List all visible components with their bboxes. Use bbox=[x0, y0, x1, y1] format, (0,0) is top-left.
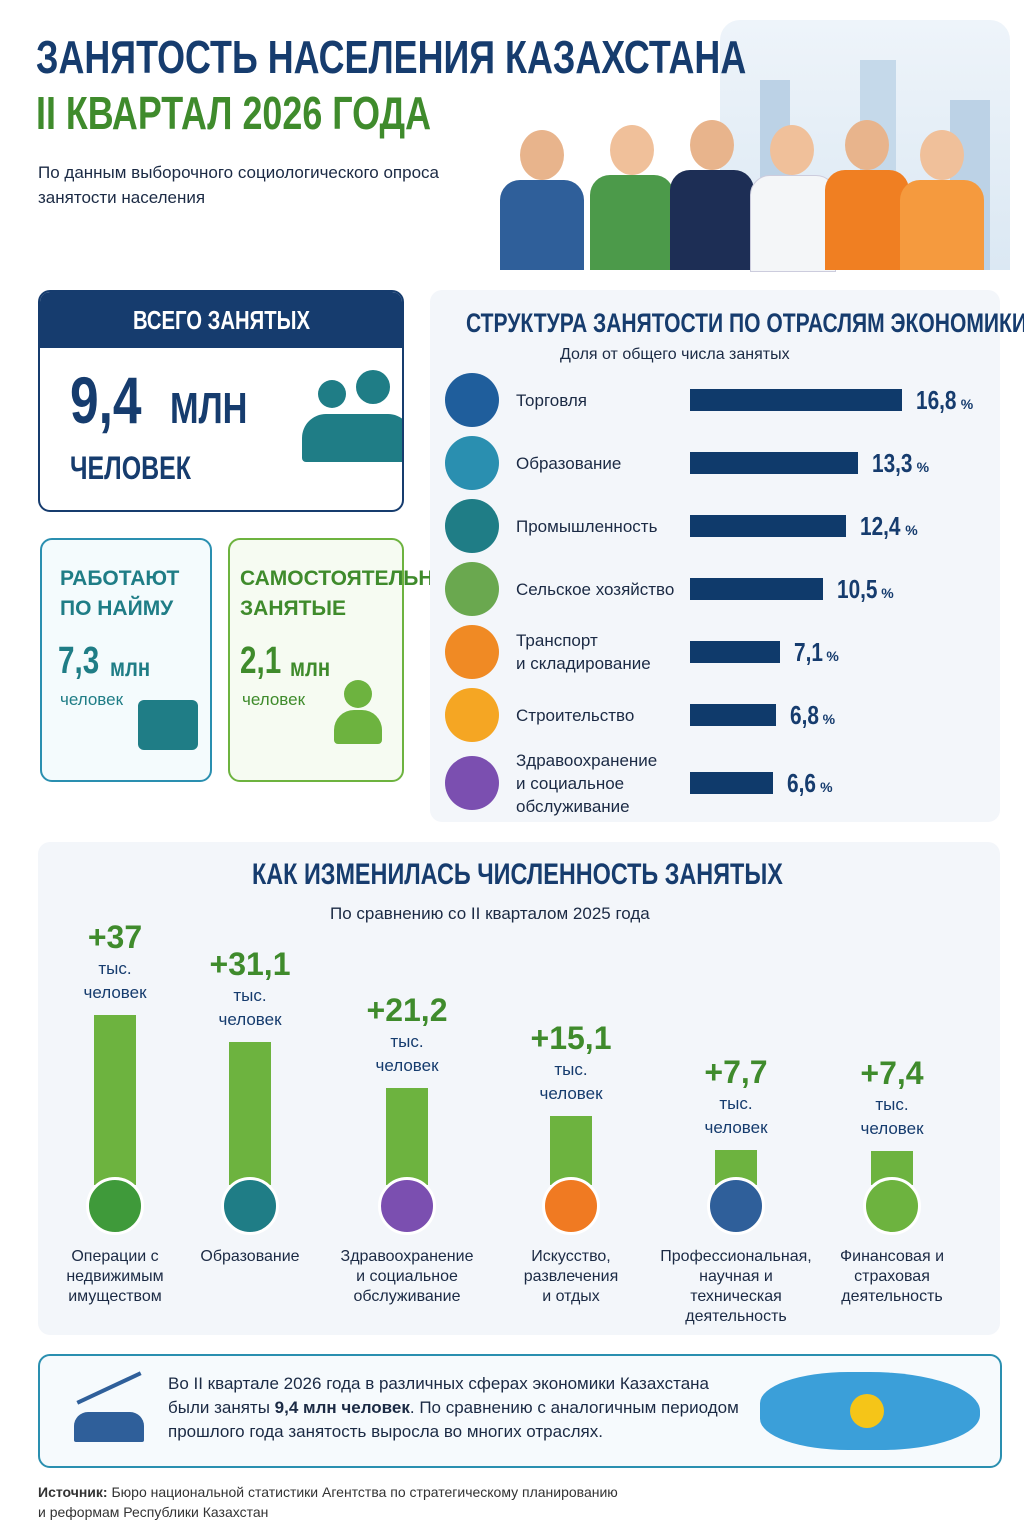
hired-unit: млн bbox=[110, 652, 151, 682]
value-label: 16,8 bbox=[916, 385, 957, 415]
category-label: Торговля bbox=[516, 390, 588, 410]
unit-label: тыс. человек bbox=[218, 986, 282, 1030]
value-label: 12,4 bbox=[860, 511, 901, 541]
summary-part: Во II квартале 2026 года в различных сфе… bbox=[168, 1374, 710, 1417]
card-heading: САМОСТОЯТЕЛЬНО ЗАНЯТЫЕ bbox=[240, 567, 450, 620]
structure-panel: СТРУКТУРА ЗАНЯТОСТИ ПО ОТРАСЛЯМ ЭКОНОМИК… bbox=[430, 290, 1024, 822]
unit-label: % bbox=[905, 522, 918, 538]
category-label: Здравоохранение и социальное обслуживани… bbox=[340, 1248, 474, 1305]
total-card: ВСЕГО ЗАНЯТЫХ 9,4 МЛН ЧЕЛОВЕК bbox=[38, 290, 404, 512]
category-icon bbox=[863, 1177, 921, 1235]
category-label: Сельское хозяйство bbox=[516, 579, 675, 599]
bar bbox=[229, 1042, 271, 1185]
value-label: +7,4 bbox=[860, 1055, 924, 1091]
summary-bold: 9,4 млн человек bbox=[274, 1398, 410, 1417]
value-label: +37 bbox=[87, 919, 143, 955]
bar bbox=[690, 389, 902, 411]
category-label: Образование bbox=[516, 453, 622, 473]
title: ЗАНЯТОСТЬ НАСЕЛЕНИЯ КАЗАХСТАНА bbox=[36, 31, 747, 83]
unit-label: % bbox=[881, 585, 894, 601]
category-icon bbox=[445, 499, 499, 553]
value-label: +15,1 bbox=[530, 1019, 612, 1056]
subtitle: По данным выборочного социологического о… bbox=[38, 163, 440, 207]
value-label: +21,2 bbox=[366, 991, 448, 1028]
unit-label: тыс. человек bbox=[860, 1095, 924, 1138]
self-unit: млн bbox=[290, 652, 331, 682]
category-icon bbox=[445, 373, 499, 427]
summary-box: Во II квартале 2026 года в различных сфе… bbox=[38, 1354, 1002, 1468]
category-icon bbox=[445, 436, 499, 490]
self-people: человек bbox=[242, 690, 306, 709]
category-label: Финансовая и страховая деятельность bbox=[839, 1248, 944, 1305]
people-illustration bbox=[480, 120, 1000, 272]
category-icon bbox=[445, 562, 499, 616]
category-icon bbox=[221, 1177, 279, 1235]
self-value: 2,1 bbox=[240, 640, 282, 682]
total-unit: МЛН bbox=[170, 384, 248, 433]
unit-label: тыс. человек bbox=[704, 1093, 768, 1137]
total-value: 9,4 bbox=[70, 363, 142, 437]
unit-label: % bbox=[822, 711, 836, 727]
unit-label: тыс. человек bbox=[375, 1031, 439, 1075]
category-icon bbox=[707, 1177, 765, 1235]
bar bbox=[690, 772, 774, 794]
hired-card: РАБОТАЮТ ПО НАЙМУ 7,3 млн человек bbox=[40, 538, 212, 782]
card-heading: ВСЕГО ЗАНЯТЫХ bbox=[132, 305, 310, 335]
unit-label: % bbox=[826, 648, 839, 664]
total-people: ЧЕЛОВЕК bbox=[70, 450, 192, 486]
category-label: Промышленность bbox=[516, 516, 658, 536]
title: II КВАРТАЛ 2026 ГОДА bbox=[36, 87, 432, 139]
value-label: 6,6 bbox=[787, 768, 817, 798]
unit-label: % bbox=[960, 396, 974, 412]
panel-title: СТРУКТУРА ЗАНЯТОСТИ ПО ОТРАСЛЯМ ЭКОНОМИК… bbox=[466, 308, 1024, 338]
bar bbox=[690, 641, 780, 663]
summary-part: . По сравнению с аналогичным периодом пр… bbox=[168, 1398, 739, 1441]
category-label: Образование bbox=[200, 1248, 300, 1265]
unit-label: % bbox=[916, 459, 930, 475]
category-label: Здравоохранение и социальное обслуживани… bbox=[516, 750, 658, 816]
category-icon bbox=[445, 688, 499, 742]
value-label: +7,7 bbox=[704, 1053, 768, 1090]
category-icon bbox=[445, 756, 499, 810]
category-label: Транспорт и складирование bbox=[516, 631, 651, 673]
category-icon bbox=[86, 1177, 144, 1235]
source-text: Бюро национальной статистики Агентства п… bbox=[38, 1484, 618, 1520]
category-icon bbox=[542, 1177, 600, 1235]
card-heading: РАБОТАЮТ ПО НАЙМУ bbox=[60, 567, 180, 620]
hired-value: 7,3 bbox=[58, 640, 100, 682]
bar bbox=[690, 578, 823, 600]
bar bbox=[690, 515, 847, 537]
value-label: 6,8 bbox=[789, 700, 819, 730]
value-label: +31,1 bbox=[209, 946, 291, 983]
self-card: САМОСТОЯТЕЛЬНО ЗАНЯТЫЕ 2,1 млн человек bbox=[228, 538, 450, 782]
bar bbox=[94, 1015, 136, 1185]
unit-label: тыс. человек bbox=[539, 1059, 603, 1103]
category-label: Искусство, развлечения и отдых bbox=[523, 1248, 619, 1305]
value-label: 10,5 bbox=[836, 574, 877, 604]
category-icon bbox=[445, 625, 499, 679]
source-label: Источник: bbox=[38, 1484, 108, 1500]
category-label: Строительство bbox=[516, 705, 635, 725]
source: Источник: Бюро национальной статистики А… bbox=[38, 1482, 618, 1522]
bar bbox=[690, 704, 776, 726]
hired-people: человек bbox=[60, 690, 124, 709]
bar bbox=[386, 1087, 428, 1185]
category-label: Операции с недвижимым имуществом bbox=[66, 1248, 164, 1305]
unit-label: тыс. человек bbox=[83, 959, 147, 1002]
unit-label: % bbox=[820, 779, 833, 795]
bar bbox=[550, 1115, 592, 1185]
panel-subtitle: Доля от общего числа занятых bbox=[560, 346, 790, 363]
map-icon bbox=[760, 1372, 980, 1450]
value-label: 7,1 bbox=[793, 637, 823, 667]
summary-text: Во II квартале 2026 года в различных сфе… bbox=[168, 1372, 748, 1444]
category-icon bbox=[378, 1177, 436, 1235]
briefcase-icon bbox=[138, 700, 198, 750]
panel-title: КАК ИЗМЕНИЛАСЬ ЧИСЛЕННОСТЬ ЗАНЯТЫХ bbox=[252, 858, 783, 891]
bar bbox=[690, 452, 858, 474]
change-panel: КАК ИЗМЕНИЛАСЬ ЧИСЛЕННОСТЬ ЗАНЯТЫХ По ср… bbox=[38, 842, 1000, 1335]
category-label: Профессиональная, научная и техническая … bbox=[660, 1248, 812, 1325]
panel-subtitle: По сравнению со II кварталом 2025 года bbox=[330, 904, 650, 923]
value-label: 13,3 bbox=[871, 448, 913, 478]
